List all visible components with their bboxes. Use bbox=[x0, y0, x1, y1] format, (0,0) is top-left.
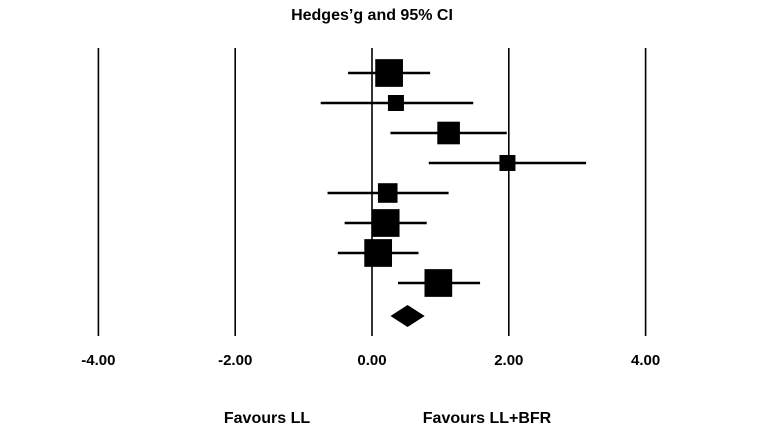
point-estimate-square bbox=[371, 209, 400, 237]
study-row bbox=[344, 209, 427, 237]
study-row bbox=[390, 121, 507, 145]
tick-label: 4.00 bbox=[631, 352, 660, 369]
tick-label: -4.00 bbox=[81, 352, 115, 369]
point-estimate-square bbox=[375, 59, 403, 87]
study-row bbox=[320, 95, 474, 111]
point-estimate-square bbox=[437, 121, 460, 145]
study-row bbox=[327, 183, 449, 203]
study-row bbox=[348, 59, 431, 87]
study-row bbox=[337, 239, 419, 267]
study-row bbox=[397, 269, 481, 297]
point-estimate-square bbox=[364, 239, 393, 267]
summary-estimate bbox=[390, 305, 425, 327]
tick-label: -2.00 bbox=[218, 352, 252, 369]
favours-left-label: Favours LL bbox=[224, 410, 310, 427]
study-row bbox=[428, 155, 587, 171]
point-estimate-square bbox=[377, 183, 398, 203]
favours-right-label: Favours LL+BFR bbox=[423, 410, 552, 427]
study-estimates bbox=[320, 59, 587, 297]
x-axis-ticks: -4.00 -2.00 0.00 2.00 4.00 bbox=[81, 352, 660, 369]
tick-label: 2.00 bbox=[494, 352, 523, 369]
point-estimate-square bbox=[424, 269, 453, 297]
point-estimate-square bbox=[499, 155, 516, 171]
point-estimate-square bbox=[387, 95, 404, 111]
tick-label: 0.00 bbox=[357, 352, 386, 369]
summary-diamond bbox=[390, 305, 425, 327]
chart-title: Hedges’g and 95% CI bbox=[291, 7, 453, 24]
